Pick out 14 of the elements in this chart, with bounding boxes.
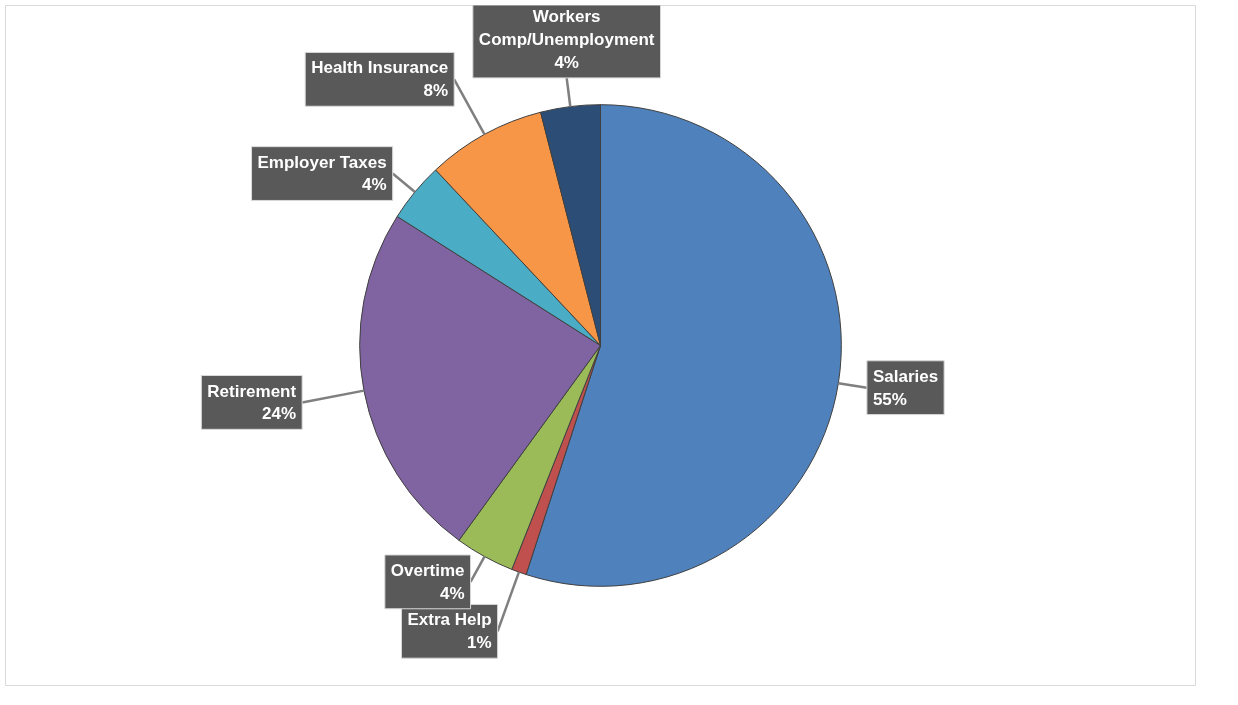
slice-label: Health Insurance — [311, 58, 449, 78]
slice-label: Extra Help — [407, 610, 492, 630]
data-label: 55% — [872, 389, 907, 409]
slice-label: Salaries — [872, 366, 939, 386]
data-label: 1% — [467, 633, 492, 653]
data-label: 4% — [362, 175, 387, 195]
slice-label: Overtime — [390, 560, 465, 580]
slice-label: Employer Taxes — [257, 152, 387, 172]
data-label: 8% — [423, 81, 449, 101]
data-label: 24% — [262, 404, 297, 424]
slice-label: Retirement — [207, 381, 297, 401]
slice-label: Workers Comp/Unemployment — [478, 7, 655, 50]
data-label: 4% — [439, 583, 465, 603]
data-label: 4% — [554, 52, 579, 72]
